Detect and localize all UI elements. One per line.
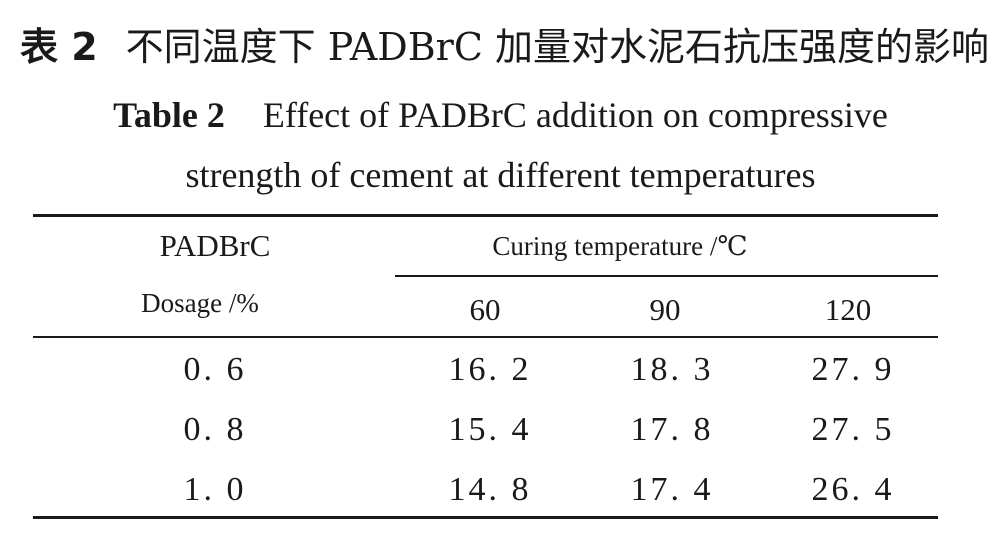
- header-bottom-rule: [33, 336, 938, 338]
- table-cell-value: 16. 2: [448, 351, 532, 388]
- table-cell-value: 17. 4: [630, 471, 714, 508]
- table-cell-dosage: 0. 6: [183, 351, 247, 388]
- column-group-rule: [395, 275, 938, 277]
- table-cell-value: 18. 3: [630, 351, 714, 388]
- table-caption-english-line1: Table 2 Effect of PADBrC addition on comp…: [0, 90, 1001, 140]
- table-cell-dosage: 1. 0: [183, 471, 247, 508]
- table-cell-value: 17. 8: [630, 411, 714, 448]
- row-header-line1: PADBrC: [159, 228, 271, 263]
- table-cell-value: 26. 4: [811, 471, 895, 508]
- table-bottom-rule: [33, 516, 938, 519]
- row-header-line2: Dosage /%: [141, 288, 259, 318]
- table-number-english: Table 2: [113, 95, 225, 135]
- table-number-chinese: 表 2: [20, 25, 98, 69]
- table-cell-value: 14. 8: [448, 471, 532, 508]
- table-cell-dosage: 0. 8: [183, 411, 247, 448]
- column-header-90: 90: [649, 292, 681, 327]
- table-title-chinese: 不同温度下 PADBrC 加量对水泥石抗压强度的影响: [125, 25, 989, 69]
- table-cell-value: 15. 4: [448, 411, 532, 448]
- column-header-60: 60: [469, 292, 501, 327]
- column-group-header: Curing temperature /℃: [492, 231, 748, 261]
- table-title-english-part1: Effect of PADBrC addition on compressive: [262, 95, 888, 135]
- table-cell-value: 27. 9: [811, 351, 895, 388]
- table-caption-chinese: 表 2 不同温度下 PADBrC 加量对水泥石抗压强度的影响: [20, 22, 989, 72]
- table-caption-english-line2: strength of cement at different temperat…: [185, 155, 816, 195]
- table-top-rule: [33, 214, 938, 217]
- column-header-120: 120: [824, 292, 872, 327]
- table-cell-value: 27. 5: [811, 411, 895, 448]
